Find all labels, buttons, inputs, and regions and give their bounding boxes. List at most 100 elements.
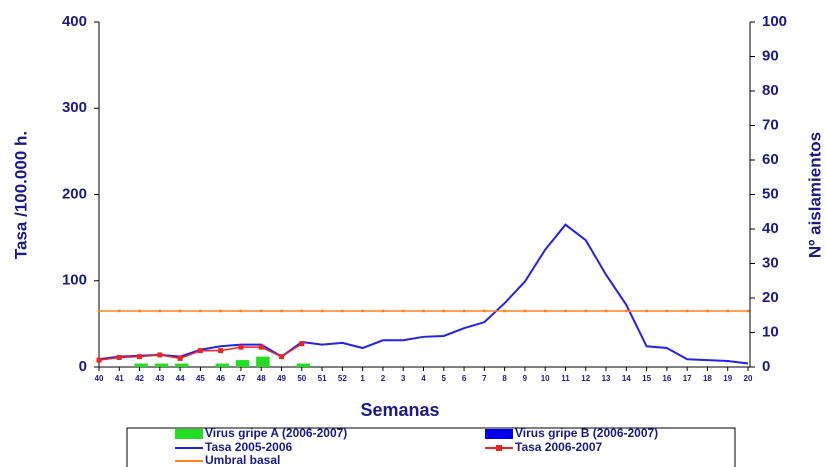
y-tick-label: 300 bbox=[62, 99, 87, 116]
x-tick-label: 43 bbox=[155, 374, 164, 383]
x-tick-label: 4 bbox=[421, 374, 426, 383]
x-tick-label: 20 bbox=[744, 374, 753, 383]
x-tick-label: 47 bbox=[237, 374, 246, 383]
marker bbox=[218, 348, 224, 354]
marker bbox=[503, 309, 506, 313]
marker bbox=[584, 309, 588, 313]
marker bbox=[300, 309, 304, 313]
marker bbox=[238, 344, 244, 350]
x-tick-label: 45 bbox=[196, 374, 205, 383]
marker bbox=[543, 309, 547, 313]
marker bbox=[157, 352, 163, 358]
y2-tick-label: 50 bbox=[762, 185, 779, 202]
x-tick-label: 6 bbox=[462, 374, 467, 383]
marker bbox=[422, 309, 425, 313]
y2-tick-label: 60 bbox=[762, 151, 779, 168]
marker bbox=[665, 309, 669, 313]
y2-tick-label: 30 bbox=[762, 254, 779, 271]
x-tick-label: 19 bbox=[723, 374, 732, 383]
marker bbox=[117, 309, 121, 313]
x-tick-label: 16 bbox=[662, 374, 671, 383]
y2-tick-label: 80 bbox=[762, 82, 779, 99]
marker bbox=[279, 354, 285, 360]
x-tick-label: 11 bbox=[561, 374, 570, 383]
marker bbox=[483, 309, 486, 313]
x-tick-label: 50 bbox=[297, 374, 306, 383]
x-tick-label: 41 bbox=[115, 374, 124, 383]
bar bbox=[235, 360, 250, 367]
x-tick-label: 1 bbox=[360, 374, 365, 383]
y-tick-label: 100 bbox=[62, 272, 87, 289]
marker bbox=[462, 309, 466, 313]
y-tick-label: 400 bbox=[62, 13, 87, 30]
marker bbox=[158, 309, 162, 313]
y2-tick-label: 20 bbox=[762, 289, 779, 306]
marker bbox=[280, 309, 283, 313]
bar bbox=[215, 363, 230, 367]
y2-tick-label: 0 bbox=[762, 358, 770, 375]
marker bbox=[381, 309, 385, 313]
x-tick-label: 10 bbox=[541, 374, 550, 383]
marker bbox=[178, 309, 182, 313]
marker bbox=[116, 355, 122, 361]
y2-tick-label: 90 bbox=[762, 47, 779, 64]
y2-tick-label: 70 bbox=[762, 116, 779, 133]
legend-label: Tasa 2006-2007 bbox=[515, 440, 603, 454]
x-tick-label: 12 bbox=[581, 374, 590, 383]
marker bbox=[320, 309, 324, 313]
x-tick-label: 42 bbox=[135, 374, 144, 383]
legend-marker bbox=[496, 445, 502, 451]
line bbox=[98, 223, 749, 365]
marker bbox=[361, 309, 364, 313]
x-tick-label: 44 bbox=[176, 374, 185, 383]
marker bbox=[564, 309, 567, 313]
marker bbox=[259, 309, 263, 313]
x-tick-label: 13 bbox=[602, 374, 611, 383]
x-tick-label: 46 bbox=[216, 374, 225, 383]
y2-axis-label: Nº aislamientos bbox=[805, 132, 824, 258]
x-tick-label: 8 bbox=[502, 374, 507, 383]
marker bbox=[706, 309, 709, 313]
marker bbox=[299, 341, 305, 347]
marker bbox=[177, 355, 183, 361]
x-tick-label: 17 bbox=[683, 374, 692, 383]
bar bbox=[256, 356, 270, 367]
marker bbox=[96, 357, 102, 363]
marker bbox=[645, 309, 648, 313]
marker bbox=[137, 354, 143, 360]
x-tick-label: 52 bbox=[338, 374, 347, 383]
bar bbox=[134, 363, 148, 367]
legend-box bbox=[126, 427, 736, 467]
legend-label: Virus gripe B (2006-2007) bbox=[515, 426, 658, 440]
marker bbox=[523, 309, 527, 313]
bar bbox=[154, 363, 169, 367]
legend-swatch bbox=[175, 429, 203, 439]
legend-label: Tasa 2005-2006 bbox=[205, 440, 293, 454]
legend-label: Umbral basal bbox=[205, 453, 280, 467]
y2-tick-label: 100 bbox=[762, 13, 787, 30]
marker bbox=[199, 309, 202, 313]
marker bbox=[138, 309, 141, 313]
x-tick-label: 5 bbox=[442, 374, 447, 383]
marker bbox=[685, 309, 689, 313]
y2-tick-label: 10 bbox=[762, 323, 779, 340]
x-tick-label: 18 bbox=[703, 374, 712, 383]
x-tick-label: 40 bbox=[95, 374, 104, 383]
x-tick-label: 7 bbox=[482, 374, 487, 383]
marker bbox=[219, 309, 222, 313]
bar bbox=[296, 363, 311, 367]
marker bbox=[442, 309, 446, 313]
bar bbox=[175, 363, 189, 367]
marker bbox=[726, 309, 730, 313]
x-tick-label: 49 bbox=[277, 374, 286, 383]
marker bbox=[258, 344, 264, 350]
x-axis-label: Semanas bbox=[360, 400, 439, 420]
marker bbox=[625, 309, 628, 313]
x-tick-label: 51 bbox=[318, 374, 327, 383]
x-tick-label: 2 bbox=[381, 374, 386, 383]
y-axis-label: Tasa /100.000 h. bbox=[11, 131, 30, 259]
legend-swatch bbox=[485, 429, 513, 439]
marker bbox=[97, 309, 101, 313]
y-tick-label: 200 bbox=[62, 185, 87, 202]
